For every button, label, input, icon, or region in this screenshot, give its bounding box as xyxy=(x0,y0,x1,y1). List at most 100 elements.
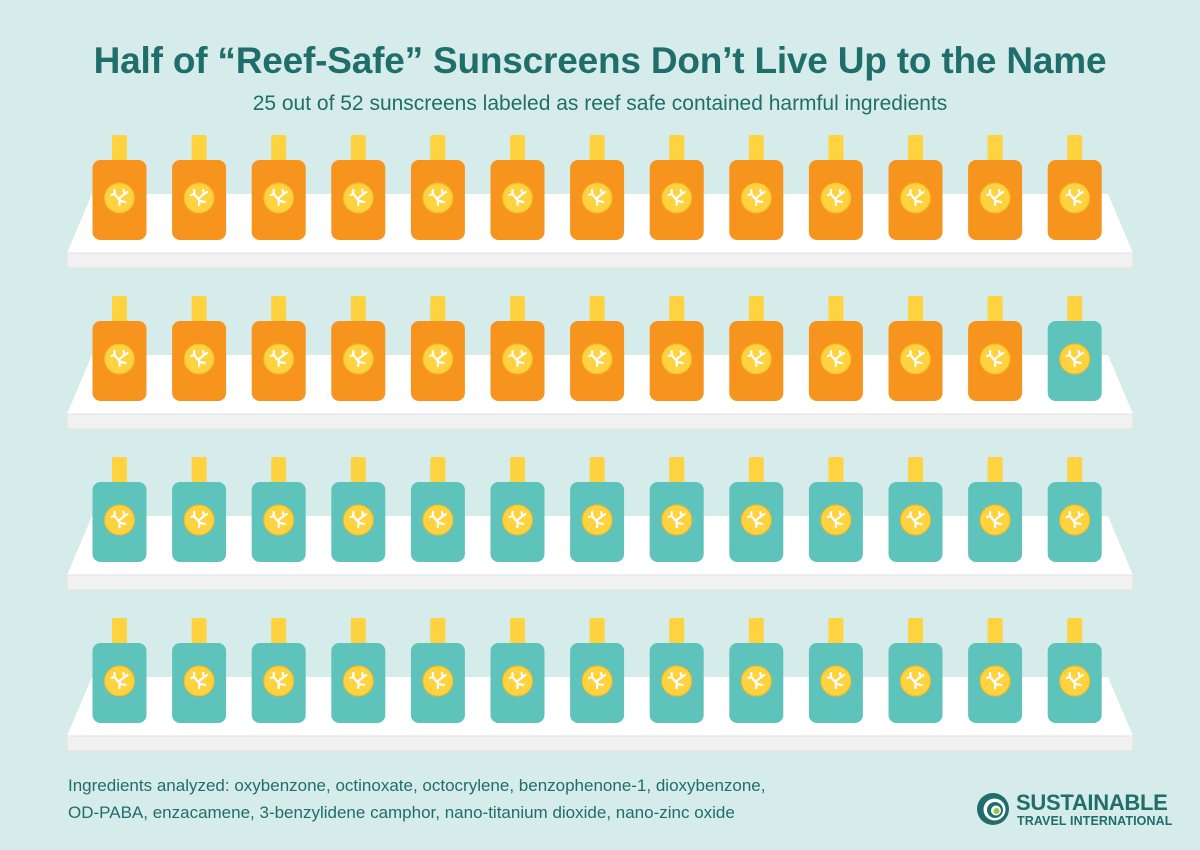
bottle-cap xyxy=(908,296,923,324)
coral-icon xyxy=(190,510,209,529)
sunscreen-bottle-icon xyxy=(92,618,147,723)
coral-icon xyxy=(1065,671,1084,690)
bottle-cap xyxy=(987,296,1003,324)
coral-icon xyxy=(986,510,1005,529)
bottle-cap xyxy=(191,296,207,324)
footnote-line-1: Ingredients analyzed: oxybenzone, octino… xyxy=(68,776,766,795)
bottle-cap xyxy=(271,457,287,485)
coral-icon xyxy=(508,510,527,529)
bottle-cap xyxy=(112,135,127,163)
coral-icon xyxy=(667,188,686,207)
bottle-cap xyxy=(510,135,525,163)
bottle-cap xyxy=(112,296,127,324)
bottle-cap xyxy=(669,618,685,646)
coral-icon xyxy=(190,188,209,207)
bottle-cap xyxy=(748,135,764,163)
bottle-cap xyxy=(1067,296,1083,324)
bottle-cap xyxy=(589,135,605,163)
sunscreen-bottle-icon xyxy=(92,296,147,401)
chart-subtitle: 25 out of 52 sunscreens labeled as reef … xyxy=(252,92,948,115)
sunscreen-bottle-icon xyxy=(968,618,1023,723)
bottle-cap xyxy=(510,618,525,646)
bottle-cap xyxy=(430,296,446,324)
shelf-front xyxy=(66,413,1134,430)
sunscreen-bottle-icon xyxy=(968,296,1023,401)
coral-icon xyxy=(349,349,368,368)
sunscreen-bottle-icon xyxy=(490,135,545,240)
coral-icon xyxy=(269,671,288,690)
bottle-cap xyxy=(748,457,764,485)
chart-title: Half of “Reef-Safe” Sunscreens Don’t Liv… xyxy=(93,40,1107,81)
sunscreen-bottle-icon xyxy=(570,135,625,240)
bottle-cap xyxy=(589,296,605,324)
coral-icon xyxy=(349,510,368,529)
coral-icon xyxy=(986,671,1005,690)
coral-icon xyxy=(588,510,607,529)
bottle-cap xyxy=(828,296,844,324)
bottle-cap xyxy=(987,457,1003,485)
bottle-cap xyxy=(748,296,764,324)
coral-icon xyxy=(826,510,845,529)
sunscreen-pictogram xyxy=(66,135,1134,752)
coral-icon xyxy=(906,349,925,368)
shelf-front xyxy=(66,574,1134,591)
bottle-cap xyxy=(589,618,605,646)
coral-icon xyxy=(349,188,368,207)
coral-icon xyxy=(667,671,686,690)
coral-icon xyxy=(1065,349,1084,368)
coral-icon xyxy=(428,349,447,368)
sunscreen-bottle-icon xyxy=(808,457,863,562)
sunscreen-bottle-icon xyxy=(729,618,784,723)
ingredients-footnote: Ingredients analyzed: oxybenzone, octino… xyxy=(68,772,908,826)
bottle-cap xyxy=(908,135,923,163)
coral-icon xyxy=(428,188,447,207)
sunscreen-bottle-icon xyxy=(410,457,465,562)
sunscreen-bottle-icon xyxy=(251,618,306,723)
coral-icon xyxy=(349,671,368,690)
coral-icon xyxy=(747,510,766,529)
sunscreen-bottle-icon xyxy=(331,457,386,562)
sunscreen-bottle-icon xyxy=(410,135,465,240)
coral-icon xyxy=(826,349,845,368)
bottle-cap xyxy=(908,457,923,485)
shelf-front xyxy=(66,252,1134,269)
bottle-cap xyxy=(430,135,446,163)
bottle-cap xyxy=(112,618,127,646)
coral-icon xyxy=(508,188,527,207)
sunscreen-bottle-icon xyxy=(808,296,863,401)
coral-icon xyxy=(588,349,607,368)
coral-icon xyxy=(588,671,607,690)
shelf-front xyxy=(66,735,1134,752)
bottle-cap xyxy=(350,457,366,485)
sunscreen-bottle-icon xyxy=(649,296,704,401)
brand-logo: SUSTAINABLE TRAVEL INTERNATIONAL xyxy=(976,790,1176,832)
bottle-cap xyxy=(191,457,207,485)
sunscreen-bottle-icon xyxy=(729,296,784,401)
bottle-cap xyxy=(430,457,446,485)
sunscreen-bottle-icon xyxy=(92,135,147,240)
coral-icon xyxy=(986,188,1005,207)
coral-icon xyxy=(747,349,766,368)
bottle-cap xyxy=(1067,457,1083,485)
sunscreen-bottle-icon xyxy=(729,457,784,562)
coral-icon xyxy=(667,349,686,368)
bottle-cap xyxy=(828,135,844,163)
bottle-cap xyxy=(1067,135,1083,163)
sunscreen-bottle-icon xyxy=(570,618,625,723)
bottle-cap xyxy=(112,457,127,485)
sunscreen-bottle-icon xyxy=(490,618,545,723)
bottle-cap xyxy=(669,457,685,485)
bottle-cap xyxy=(271,296,287,324)
spiral-logo-icon xyxy=(977,793,1009,825)
coral-icon xyxy=(190,671,209,690)
bottle-cap xyxy=(350,618,366,646)
coral-icon xyxy=(1065,188,1084,207)
sunscreen-bottle-icon xyxy=(1047,135,1102,240)
sunscreen-bottle-icon xyxy=(1047,296,1102,401)
sunscreen-bottle-icon xyxy=(1047,618,1102,723)
sunscreen-bottle-icon xyxy=(410,618,465,723)
bottle-cap xyxy=(669,135,685,163)
coral-icon xyxy=(269,510,288,529)
sunscreen-bottle-icon xyxy=(410,296,465,401)
coral-icon xyxy=(588,188,607,207)
